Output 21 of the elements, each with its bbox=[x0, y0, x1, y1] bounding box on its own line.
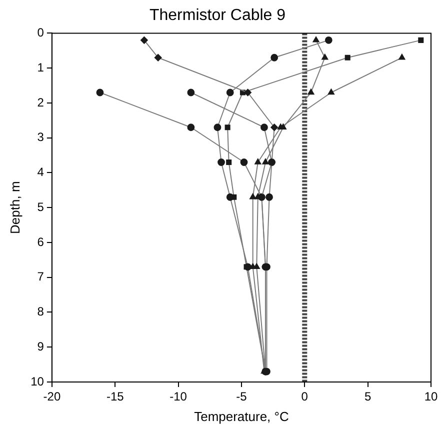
y-tick-label: 0 bbox=[37, 26, 44, 40]
y-tick-label: 3 bbox=[37, 130, 44, 144]
x-tick-label: -15 bbox=[106, 390, 124, 404]
x-tick-label: -5 bbox=[236, 390, 248, 404]
x-tick-label: 10 bbox=[424, 390, 438, 404]
x-tick-label: 0 bbox=[301, 390, 308, 404]
chart-title: Thermistor Cable 9 bbox=[149, 7, 286, 24]
y-tick-label: 9 bbox=[37, 339, 44, 354]
x-tick-label: -20 bbox=[43, 390, 61, 404]
y-tick-label: 6 bbox=[37, 234, 44, 249]
y-tick-label: 2 bbox=[37, 95, 44, 110]
y-tick-label: 8 bbox=[37, 304, 44, 319]
x-tick-label: -10 bbox=[170, 390, 188, 404]
y-tick-label: 4 bbox=[37, 165, 44, 180]
y-tick-label: 5 bbox=[37, 200, 44, 214]
x-tick-label: 5 bbox=[364, 390, 372, 404]
y-tick-label: 10 bbox=[30, 374, 44, 388]
y-axis-title: Depth, m bbox=[7, 181, 22, 234]
x-axis-title: Temperature, °C bbox=[194, 408, 289, 424]
y-tick-label: 7 bbox=[37, 270, 44, 284]
y-tick-label: 1 bbox=[37, 60, 44, 74]
